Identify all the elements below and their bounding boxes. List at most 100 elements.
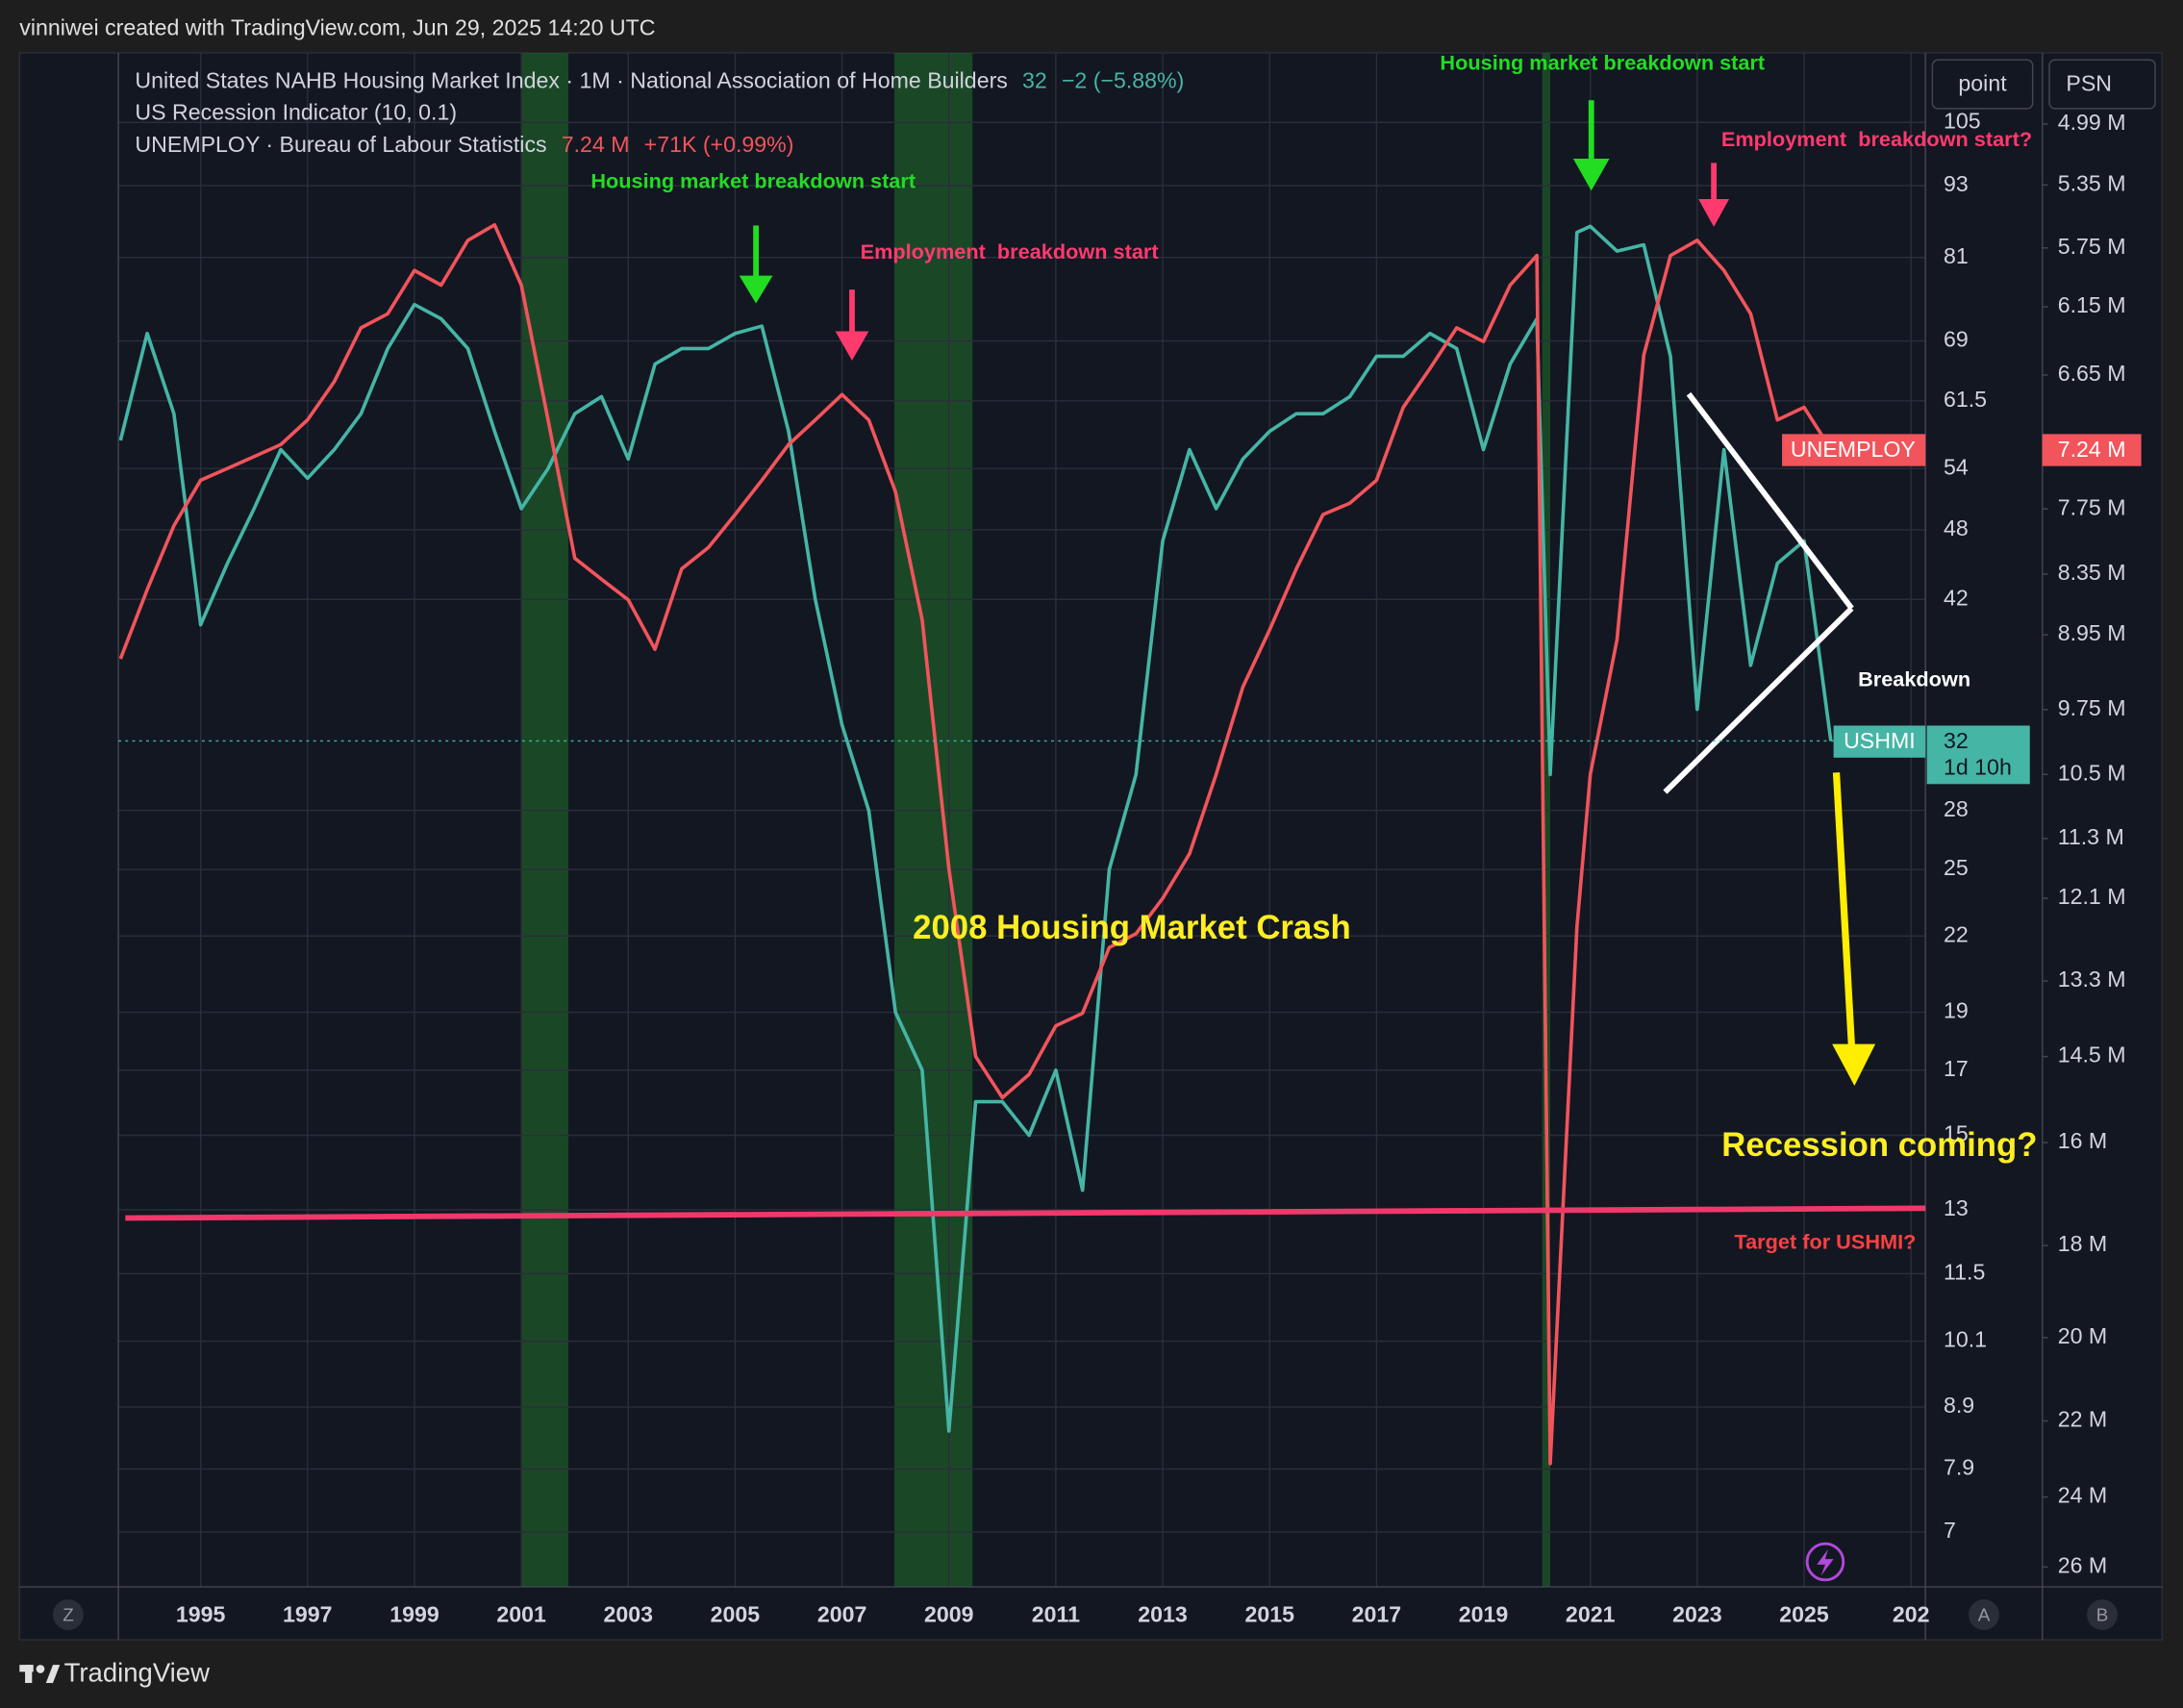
series-tag [1833, 725, 1926, 758]
y-tick-label: 42 [1944, 585, 1969, 610]
price-tag-countdown: 1d 10h [1944, 754, 2012, 779]
annotation: 2008 Housing Market Crash [913, 910, 1351, 946]
annotation: Recession coming? [1721, 1127, 2037, 1164]
legend-name: US Recession Indicator (10, 0.1) [135, 100, 457, 125]
y-tick-label: 25 [1944, 855, 1969, 880]
annotation: Breakdown [1858, 667, 1970, 691]
arrow-head [1832, 1043, 1876, 1086]
price-tag [2042, 434, 2142, 466]
y2-tick-label: 8.35 M [2058, 560, 2126, 585]
legend-change: +71K (+0.99%) [644, 132, 794, 157]
legend-row: US Recession Indicator (10, 0.1) [135, 100, 457, 125]
back-layer [118, 53, 1926, 1588]
y2-tick-label: 20 M [2058, 1323, 2107, 1348]
y-tick-label: 69 [1944, 327, 1969, 352]
annotation: Housing market breakdown start [590, 168, 916, 192]
y2-tick-label: 16 M [2058, 1128, 2107, 1153]
y2-tick-label: 26 M [2058, 1552, 2107, 1577]
y-tick-label: 48 [1944, 515, 1969, 540]
y-tick-label: 10.1 [1944, 1327, 1987, 1352]
price-tag-label: 32 [1944, 728, 1969, 753]
recession-band [894, 53, 973, 1588]
triangle-line [1686, 391, 1854, 611]
lightning-icon [1817, 1548, 1834, 1576]
price-tag [1926, 725, 2030, 785]
x-tick-label: 1997 [283, 1602, 333, 1627]
x-tick-label: 2011 [1032, 1602, 1080, 1627]
x-tick-label: 2001 [496, 1602, 546, 1627]
logo-part [25, 1665, 33, 1683]
axis-button[interactable] [1969, 1599, 1999, 1630]
series-tag-label: UNEMPLOY [1791, 437, 1916, 462]
y-tick-label: 8.9 [1944, 1393, 1974, 1418]
y2-tick-label: 14.5 M [2058, 1042, 2126, 1068]
x-tick-label: 2013 [1138, 1602, 1188, 1627]
y2-tick-label: 7.75 M [2058, 494, 2126, 519]
arrow-head [1698, 198, 1730, 227]
recession-band [521, 53, 569, 1588]
button-label[interactable]: point [1958, 70, 2007, 95]
axis-button-label[interactable]: Z [63, 1604, 73, 1624]
x-tick-label: 2007 [817, 1602, 867, 1627]
y-tick-label: 81 [1944, 243, 1969, 268]
series-layer [118, 222, 1833, 1466]
x-tick-label: 2003 [604, 1602, 654, 1627]
y-tick-label: 15 [1944, 1121, 1969, 1146]
y-tick-label: 61.5 [1944, 387, 1987, 412]
legend-name: United States NAHB Housing Market Index … [135, 68, 1007, 93]
psn-button[interactable] [2048, 59, 2156, 110]
axis-button-label[interactable]: B [2096, 1604, 2109, 1624]
y-tick-label: 19 [1944, 998, 1969, 1023]
y-tick-label: 105 [1944, 108, 1981, 133]
arrow-shaft [1832, 772, 1856, 1047]
y2-tick-label: 18 M [2058, 1231, 2107, 1256]
price-tag-label: 7.24 M [2058, 437, 2126, 462]
chart-panel [18, 52, 2164, 1641]
annotation: Housing market breakdown start [1440, 50, 1765, 74]
button-label[interactable]: PSN [2066, 70, 2112, 95]
y2-tick-label: 6.65 M [2058, 361, 2126, 386]
recession-band [1542, 53, 1551, 1588]
legend-row: United States NAHB Housing Market Index … [135, 68, 1184, 93]
brand: TradingView [64, 1658, 210, 1688]
axis-button-label[interactable]: A [1978, 1604, 1991, 1624]
y2-tick-label: 12.1 M [2058, 884, 2126, 909]
arrow-head [1572, 159, 1610, 191]
y2-tick-label: 8.95 M [2058, 620, 2126, 645]
x-tick-label: 1995 [176, 1602, 226, 1627]
y-tick-label: 7.9 [1944, 1455, 1974, 1480]
legend-row: UNEMPLOY · Bureau of Labour Statistics 7… [135, 132, 793, 157]
logo-part [45, 1665, 61, 1683]
y-tick-label: 13 [1944, 1195, 1969, 1220]
arrow-head [739, 275, 773, 304]
y2-tick-label: 5.75 M [2058, 234, 2126, 259]
x-tick-label: 2009 [924, 1602, 974, 1627]
x-tick-label: 2015 [1244, 1602, 1294, 1627]
lightning-button[interactable] [1805, 1542, 1845, 1582]
credit: vinniwei created with TradingView.com, J… [19, 15, 655, 40]
y-tick-label: 11.5 [1944, 1259, 1985, 1284]
y-tick-label: 7 [1944, 1518, 1956, 1543]
y-tick-label: 17 [1944, 1056, 1969, 1081]
x-tick-label: 2019 [1459, 1602, 1509, 1627]
axis-button[interactable] [53, 1599, 84, 1630]
triangle-line [1663, 606, 1854, 794]
series-line [118, 222, 1833, 1466]
y2-tick-label: 24 M [2058, 1483, 2107, 1508]
series-line [118, 224, 1833, 1433]
point-button[interactable] [1931, 59, 2034, 110]
axis-button[interactable] [2087, 1599, 2118, 1630]
annotation: Employment breakdown start? [1721, 127, 2032, 151]
y2-tick-label: 5.35 M [2058, 170, 2126, 195]
x-tick-label: 1999 [389, 1602, 439, 1627]
x-tick-label: 2005 [711, 1602, 761, 1627]
y2-tick-label: 6.15 M [2058, 292, 2126, 317]
y2-tick-label: 10.5 M [2058, 760, 2126, 785]
annotation: Target for USHMI? [1734, 1229, 1916, 1253]
y2-tick-label: 13.3 M [2058, 967, 2126, 992]
legend-value: 7.24 M [562, 132, 630, 157]
target-line [125, 1205, 1926, 1221]
x-tick-label: 2023 [1672, 1602, 1722, 1627]
y2-tick-label: 11.3 M [2058, 824, 2124, 849]
